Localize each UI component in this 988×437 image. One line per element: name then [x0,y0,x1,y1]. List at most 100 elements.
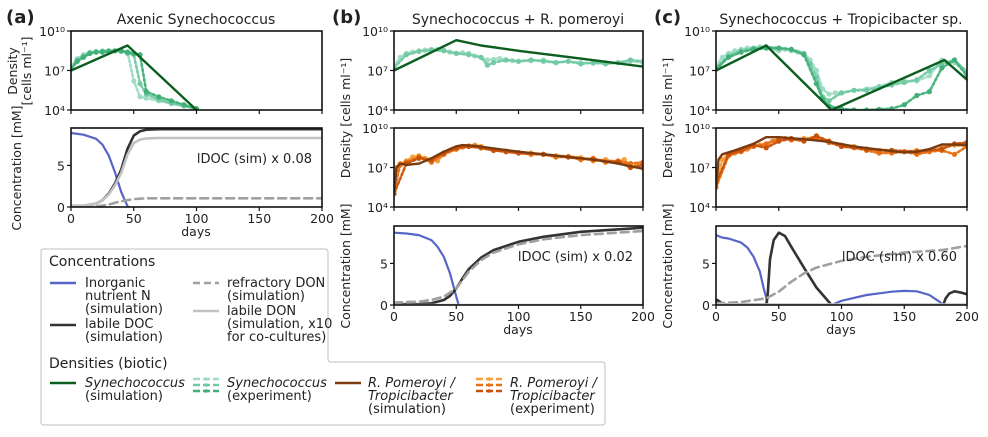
series-line-synechococcus-simulation [71,44,198,110]
data-point [763,141,769,147]
data-point [901,79,907,85]
y-tick-label: 10¹⁰ [362,121,388,136]
x-tick-label: 50 [771,309,787,324]
axes-frame [393,127,644,208]
data-point [143,89,149,95]
legend-swatch-partner-exp [476,377,502,393]
panel-label-a: (a) [6,7,35,28]
series-line-refractory-don [394,229,643,304]
ylabel-density-b: Density [cells ml⁻¹] [338,58,353,179]
subplot-c-concentration: 0 50 100 150 200 0 5 lDOC (sim) x 0.60 [702,225,979,324]
y-tick-label: 10⁷ [367,64,388,79]
panel-title-a: Axenic Synechococcus [117,12,276,28]
y-tick-label: 5 [380,256,388,271]
y-tick-label: 10⁴ [367,200,388,215]
x-tick-label: 50 [448,309,464,324]
data-point [864,87,870,93]
data-point [838,90,845,96]
data-point [528,57,534,63]
x-tick-label: 200 [631,309,655,324]
data-point [540,58,547,64]
x-tick-label: 100 [507,309,531,324]
data-point [951,57,958,63]
data-point [87,50,93,57]
data-point [156,94,162,100]
data-point [131,78,137,84]
legend-frame [40,248,606,426]
annotation-ldoc-scale: lDOC (sim) x 0.08 [197,152,312,167]
panel-label-c: (c) [654,7,681,28]
data-point [484,62,490,68]
data-point [813,133,820,139]
axes-frame [393,225,644,306]
legend-swatch-syn-exp [193,377,219,393]
ylabel-density-a-line2: [cells ml⁻¹] [19,36,34,105]
data-point [738,49,744,55]
subplot-a-concentration: 0 50 100 150 200 0 5 lDOC (sim) x 0.08 [57,127,334,226]
axes-frame [393,30,644,111]
y-tick-label: 0 [702,298,710,313]
y-tick-label: 10⁷ [44,64,65,79]
ylabel-concentration-c: Concentration [mM] [660,203,675,328]
data-point [80,54,87,60]
y-tick-label: 0 [380,298,388,313]
y-tick-label: 10⁴ [367,103,388,118]
x-tick-label: 0 [390,309,398,324]
data-point [503,57,509,63]
data-point [491,60,497,66]
y-tick-label: 10¹⁰ [362,24,388,39]
y-tick-label: 10⁴ [44,103,65,118]
data-point [124,49,131,55]
data-point [776,45,782,51]
panel-title-c: Synechococcus + Tropicibacter sp. [719,12,962,28]
y-tick-label: 5 [57,158,65,173]
data-point [939,65,945,71]
data-point [403,52,409,58]
data-point [74,58,80,64]
data-point [719,157,725,163]
y-tick-label: 10¹⁰ [39,24,65,39]
subplot-c-partner-density: 10¹⁰ 10⁷ 10⁴ [684,121,968,215]
series-line-refractory-don [71,197,322,207]
data-point [826,91,832,97]
axes-frame [715,127,968,208]
data-point [627,57,634,63]
annotation-ldoc-scale: lDOC (sim) x 0.60 [842,250,957,265]
data-point [801,52,807,58]
axes-frame [70,30,323,111]
series-line-labile-don [71,136,322,207]
data-point [565,58,571,64]
x-tick-label: 100 [830,309,854,324]
series-line-refractory-don [716,244,967,305]
series-line-r-pomeroyi-simulation [394,143,643,195]
series-line-synechococcus-experiment-rep3 [716,46,967,110]
data-point [93,49,99,55]
data-point [578,61,584,67]
data-point [181,102,187,108]
data-point [826,98,832,104]
y-tick-label: 0 [57,200,65,215]
data-point [168,98,174,104]
x-tick-label: 150 [247,211,271,226]
data-point [497,56,503,62]
ylabel-concentration-a: Concentration [mM] [9,105,24,230]
data-point [553,60,559,66]
xlabel-a: days [181,224,211,239]
x-tick-label: 150 [569,309,593,324]
xlabel-b: days [503,322,533,337]
panel-label-b: (b) [332,7,361,28]
data-point [813,81,820,87]
x-tick-label: 200 [310,211,334,226]
subplot-b-syn-density: 10¹⁰ 10⁷ 10⁴ [362,24,644,118]
x-tick-label: 0 [712,309,720,324]
data-point [763,145,769,151]
y-tick-label: 10⁷ [689,161,710,176]
y-tick-label: 10⁷ [689,64,710,79]
data-point [99,49,105,55]
data-point [914,92,920,99]
series-line-synechococcus-simulation [394,39,643,72]
data-point [515,58,522,64]
subplot-c-syn-density: 10¹⁰ 10⁷ 10⁴ [684,24,968,118]
xlabel-c: days [826,322,856,337]
data-point [416,155,422,161]
